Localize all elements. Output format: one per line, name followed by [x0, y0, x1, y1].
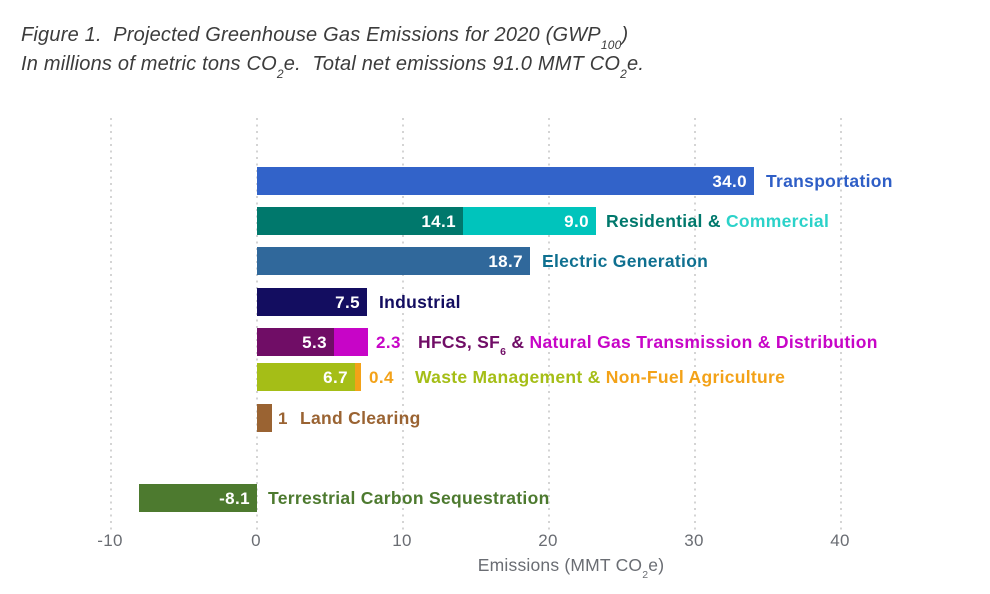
bar-terrestrial-sequestration: -8.1: [139, 484, 257, 512]
gridline-40: [840, 118, 842, 530]
gridline-20: [548, 118, 550, 530]
category-label-industrial: Industrial: [379, 292, 461, 312]
figure-title: Figure 1. Projected Greenhouse Gas Emiss…: [21, 24, 629, 51]
label-hfcs-sf6: HFCS, SF6 &: [418, 332, 530, 359]
value-label-agriculture: 0.4: [369, 368, 394, 387]
category-label-hfcs-natural-gas: HFCS, SF6 & Natural Gas Transmission & D…: [418, 328, 878, 359]
bar-segment-natural-gas: [334, 328, 368, 356]
value-label-natural-gas: 2.3: [376, 333, 401, 352]
bar-industrial: 7.5: [257, 288, 367, 316]
value-label-electric: 18.7: [488, 252, 523, 271]
bar-segment-waste-management: 6.7: [257, 363, 355, 391]
bar-land-clearing: [257, 404, 272, 432]
value-label-transportation: 34.0: [712, 172, 747, 191]
category-label-land-clearing: Land Clearing: [300, 408, 421, 428]
figure-title-text: Figure 1. Projected Greenhouse Gas Emiss…: [21, 24, 601, 46]
value-label-hfcs: 5.3: [302, 333, 327, 352]
x-tick-40: 40: [830, 531, 850, 550]
bar-segment-hfcs-sf6: 5.3: [257, 328, 334, 356]
label-waste-management: Waste Management &: [415, 367, 606, 387]
value-label-waste: 6.7: [323, 368, 348, 387]
label-natural-gas-transmission: Natural Gas Transmission & Distribution: [529, 332, 878, 352]
category-label-waste-agriculture: Waste Management & Non-Fuel Agriculture: [415, 363, 785, 391]
value-label-residential: 14.1: [421, 212, 456, 231]
bar-transportation: 34.0: [257, 167, 754, 195]
bar-electric-generation: 18.7: [257, 247, 530, 275]
figure-title-subscript: 100: [600, 38, 622, 53]
gridline-0: [256, 118, 258, 530]
category-label-terrestrial: Terrestrial Carbon Sequestration: [268, 488, 550, 508]
label-non-fuel-agriculture: Non-Fuel Agriculture: [605, 367, 786, 387]
value-label-land-clearing: 1: [278, 409, 288, 428]
label-residential: Residential &: [606, 211, 726, 231]
category-label-transportation: Transportation: [766, 171, 893, 191]
bar-segment-residential: 14.1: [257, 207, 463, 235]
gridline-10: [402, 118, 404, 530]
co2-subscript: 2: [642, 569, 649, 582]
x-tick-10: 10: [392, 531, 412, 550]
gridline-minus10: [110, 118, 112, 530]
bar-segment-commercial: 9.0: [463, 207, 596, 235]
bar-segment-agriculture: [355, 363, 361, 391]
x-axis-title: Emissions (MMT CO2e): [477, 555, 665, 582]
value-label-terrestrial: -8.1: [219, 489, 250, 508]
category-label-electric-generation: Electric Generation: [542, 251, 709, 271]
label-commercial: Commercial: [725, 211, 830, 231]
figure-subtitle: In millions of metric tons CO2e. Total n…: [21, 53, 645, 82]
x-tick-0: 0: [251, 531, 261, 550]
category-label-residential-commercial: Residential & Commercial: [606, 207, 829, 235]
figure-title-close: ): [621, 24, 629, 46]
x-tick-30: 30: [684, 531, 704, 550]
value-label-commercial: 9.0: [564, 212, 589, 231]
gridline-30: [694, 118, 696, 530]
value-label-industrial: 7.5: [335, 293, 360, 312]
x-tick-20: 20: [538, 531, 558, 550]
x-tick-minus10: -10: [97, 531, 123, 550]
sf6-subscript: 6: [500, 346, 507, 359]
